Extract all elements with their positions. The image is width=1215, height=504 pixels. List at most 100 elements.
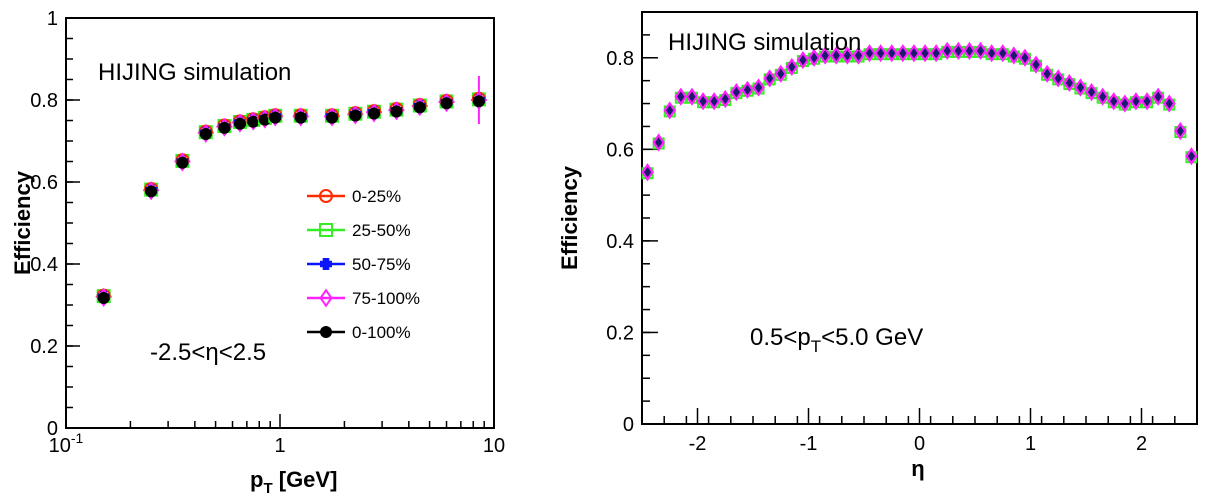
left-x-tick-label: 10 [483, 435, 505, 457]
right-data-point [688, 91, 696, 102]
right-data-point [677, 91, 685, 102]
right-data-point [1187, 151, 1196, 162]
right-data-point [1021, 52, 1029, 63]
right-data-point [1099, 91, 1107, 102]
right-x-tick-label: 0 [914, 433, 925, 455]
right-data-point [832, 50, 840, 61]
right-data-point [1076, 82, 1085, 93]
right-x-axis-title: η [911, 456, 924, 481]
left-data-point [294, 111, 307, 124]
right-plot-frame [641, 11, 1198, 425]
right-cut-annotation-pre: 0.5<p [750, 324, 811, 351]
legend-marker [320, 258, 333, 271]
right-data-point [843, 50, 851, 61]
right-data-point [788, 61, 796, 73]
left-legend: 0-25% 25-50% 50-75% 75-100% 0-100% [307, 187, 420, 342]
right-data-point [1132, 96, 1140, 107]
right-data-point [888, 48, 896, 59]
right-x-tick-label: 1 [1025, 433, 1036, 455]
right-data-point [1176, 125, 1184, 137]
left-y-tick-label: 0.2 [30, 336, 58, 358]
right-data-point [1010, 50, 1018, 61]
right-data-point [821, 50, 829, 61]
left-x-axis-title-sub: T [263, 480, 272, 497]
left-data-point [413, 101, 426, 114]
right-x-tick-label: 2 [1136, 433, 1147, 455]
right-data-point [743, 84, 752, 96]
left-x-tick-label: 10-1 [49, 430, 84, 457]
legend-label: 50-75% [352, 255, 411, 274]
right-data-point [1165, 98, 1173, 109]
left-data-point [199, 128, 212, 140]
right-data-point [655, 137, 663, 148]
left-data-point [145, 185, 158, 198]
legend-label: 0-25% [352, 187, 401, 206]
left-top-annotation: HIJING simulation [98, 59, 291, 86]
left-cut-annotation: -2.5<η<2.5 [150, 339, 266, 366]
right-axis-ticks: 0 0.2 0.4 0.6 0.8 -2 -1 0 1 2 [606, 11, 1198, 455]
right-data-point [865, 48, 874, 59]
right-data-point [766, 73, 774, 84]
legend-marker [320, 326, 332, 338]
left-data-point [218, 121, 231, 134]
right-y-tick-label: 0.8 [606, 48, 634, 70]
legend-marker [319, 223, 333, 237]
left-y-tick-label: 1 [47, 8, 58, 30]
right-data-point [943, 45, 951, 57]
left-data-point [440, 97, 453, 110]
right-x-tick-label: -1 [800, 433, 818, 455]
left-data-point [349, 109, 362, 122]
right-data-point [710, 96, 718, 107]
right-data-point [976, 45, 985, 57]
legend-label: 25-50% [352, 221, 411, 240]
right-data-point [754, 82, 763, 93]
right-data-point [810, 52, 818, 63]
right-data-point [1121, 98, 1129, 109]
left-y-tick-label: 0.4 [30, 254, 58, 276]
right-cut-annotation: 0.5<pT<5.0 GeV [750, 324, 923, 356]
left-x-axis-title-main: p [250, 467, 263, 492]
right-top-annotation: HIJING simulation [668, 29, 861, 56]
left-data-point [97, 292, 110, 304]
left-x-axis-title-unit: [GeV] [273, 467, 338, 492]
legend-marker [319, 288, 333, 308]
left-y-axis-title: Efficiency [10, 170, 35, 275]
right-data-point [988, 48, 996, 59]
right-cut-annotation-sub: T [811, 337, 821, 356]
left-y-tick-label: 0 [47, 418, 58, 440]
right-cut-annotation-post: <5.0 GeV [821, 324, 923, 351]
right-data-point [643, 167, 652, 178]
left-y-tick-label: 0.8 [30, 90, 58, 112]
left-data-point [472, 95, 485, 108]
right-data-point [921, 48, 929, 59]
right-data-point [777, 68, 785, 79]
right-y-tick-label: 0.2 [606, 322, 634, 344]
right-data-point [1065, 77, 1073, 89]
right-data-point [965, 45, 974, 57]
right-data-point [1110, 96, 1118, 107]
right-data-point [1143, 96, 1151, 107]
left-data-point [247, 115, 260, 128]
right-data-point [699, 96, 707, 107]
right-data-point [799, 54, 807, 66]
right-data-point [932, 48, 940, 59]
left-data-point [176, 156, 189, 169]
right-data-points [641, 41, 1198, 182]
left-axis-ticks: 0 0.2 0.4 0.6 0.8 1 10-1 1 10 [30, 8, 505, 457]
right-data-point [1154, 91, 1162, 102]
left-data-point [390, 105, 403, 118]
left-data-point [368, 107, 381, 120]
left-data-point [326, 111, 339, 124]
left-y-tick-label: 0.6 [30, 172, 58, 194]
right-y-tick-label: 0.6 [606, 139, 634, 161]
left-x-tick-label: 1 [274, 435, 285, 457]
right-data-point [999, 48, 1007, 59]
right-data-point [899, 48, 907, 59]
left-data-points [95, 76, 487, 307]
right-data-point [1032, 59, 1040, 70]
left-x-axis-title: pT [GeV] [250, 467, 337, 497]
right-data-point [1054, 73, 1062, 84]
right-data-point [877, 48, 885, 59]
